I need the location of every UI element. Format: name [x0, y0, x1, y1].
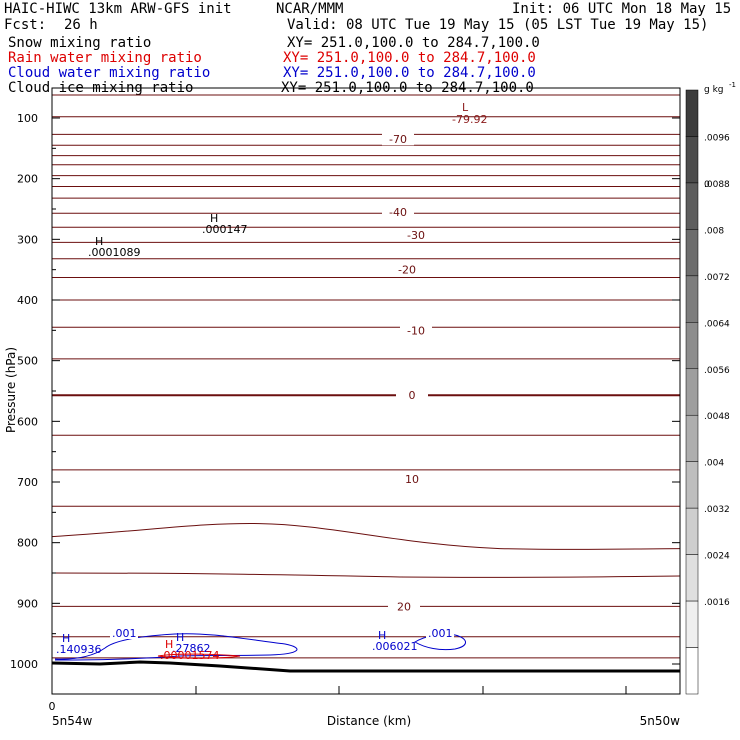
extremum-value: .0001089: [88, 246, 141, 259]
extremum-value: .000147: [202, 223, 248, 236]
temperature-contour-line: [52, 524, 680, 550]
extremum-value: -79.92: [452, 113, 487, 126]
temperature-contour-label: 10: [405, 473, 419, 486]
colorbar-segment: [686, 555, 698, 601]
colorbar-segment: [686, 276, 698, 322]
temperature-contour-line: [52, 175, 680, 176]
colorbar-level-label: .0048: [704, 412, 730, 422]
plot-frame: [52, 88, 680, 694]
x-axis-label: Distance (km): [327, 714, 411, 728]
colorbar-level-label: .0016: [704, 598, 730, 608]
temperature-contour-line: [52, 227, 680, 228]
temperature-contour-line: [52, 145, 680, 146]
temperature-contour-line: [52, 327, 680, 328]
cloud-contour-label: .001: [112, 627, 137, 640]
temperature-contour-label: -10: [407, 324, 425, 337]
temperature-contour-line: [52, 186, 680, 187]
colorbar-segment: [686, 601, 698, 647]
temperature-contour-line: [52, 359, 680, 360]
colorbar-level-label: .008: [704, 226, 724, 236]
colorbar-level-label: .0096: [704, 133, 730, 143]
extremum-value: .006021: [372, 640, 418, 653]
colorbar-segment: [686, 462, 698, 508]
colorbar-level-label: .0032: [704, 505, 730, 515]
temperature-contour-label: -30: [407, 229, 425, 242]
x-end-label: 5n50w: [640, 714, 681, 728]
y-tick-label: 500: [17, 355, 38, 368]
colorbar-segment: [686, 229, 698, 275]
colorbar-unit: g kg: [704, 85, 724, 95]
temperature-contour-line: [52, 277, 680, 278]
y-tick-label: 900: [17, 597, 38, 610]
colorbar-segment: [686, 90, 698, 136]
colorbar-level-label: .0088: [704, 180, 730, 190]
y-tick-label: 800: [17, 537, 38, 550]
temperature-contour-line: [52, 258, 680, 259]
temperature-contour-line: [52, 164, 680, 165]
y-tick-label: 1000: [10, 658, 38, 671]
colorbar-level-label: .0024: [704, 552, 730, 562]
y-axis-label: Pressure (hPa): [4, 347, 18, 433]
colorbar-level-label: .0072: [704, 273, 730, 283]
temperature-contour-line: [52, 300, 680, 301]
temperature-contour-line: [52, 213, 680, 214]
y-tick-label: 600: [17, 415, 38, 428]
temperature-contour-line: [52, 134, 680, 135]
y-tick-label: 100: [17, 112, 38, 125]
temperature-contour-label: 0: [409, 389, 416, 402]
y-tick-label: 400: [17, 294, 38, 307]
temperature-contour-line: [52, 198, 680, 199]
temperature-contour-line: [52, 470, 680, 471]
temperature-contour-line: [52, 116, 680, 117]
x-zero-label: 0: [49, 700, 56, 713]
colorbar-segment: [686, 508, 698, 554]
temperature-contour-label: -40: [389, 206, 407, 219]
y-tick-label: 700: [17, 476, 38, 489]
temperature-contour-line: [52, 606, 680, 607]
colorbar-segment: [686, 648, 698, 694]
colorbar-segment: [686, 322, 698, 368]
colorbar-level-label: .004: [704, 459, 724, 469]
cloud-contour-label: .001: [428, 627, 453, 640]
y-tick-label: 200: [17, 173, 38, 186]
temperature-contour-line: [52, 435, 680, 436]
colorbar-segment: [686, 183, 698, 229]
extremum-value: .00001574: [160, 649, 220, 662]
colorbar-level-label: .0064: [704, 319, 730, 329]
terrain-line: [52, 662, 680, 671]
temperature-contour-line: [52, 155, 680, 156]
temperature-contour-line: [52, 242, 680, 243]
colorbar-segment: [686, 415, 698, 461]
colorbar-unit-exponent: -1: [729, 81, 736, 89]
extremum-value: .140936: [56, 643, 102, 656]
temperature-contour-label: -70: [389, 133, 407, 146]
colorbar-segment: [686, 369, 698, 415]
temperature-contour-line: [52, 395, 680, 396]
temperature-contour-line: [52, 573, 680, 577]
temperature-contour-line: [52, 95, 680, 96]
colorbar-segment: [686, 136, 698, 182]
colorbar-level-label: .0056: [704, 366, 730, 376]
y-tick-label: 300: [17, 233, 38, 246]
temperature-contour-label: -20: [398, 264, 416, 277]
x-start-label: 5n54w: [52, 714, 93, 728]
temperature-contour-line: [52, 506, 680, 507]
temperature-contour-label: 20: [397, 600, 411, 613]
